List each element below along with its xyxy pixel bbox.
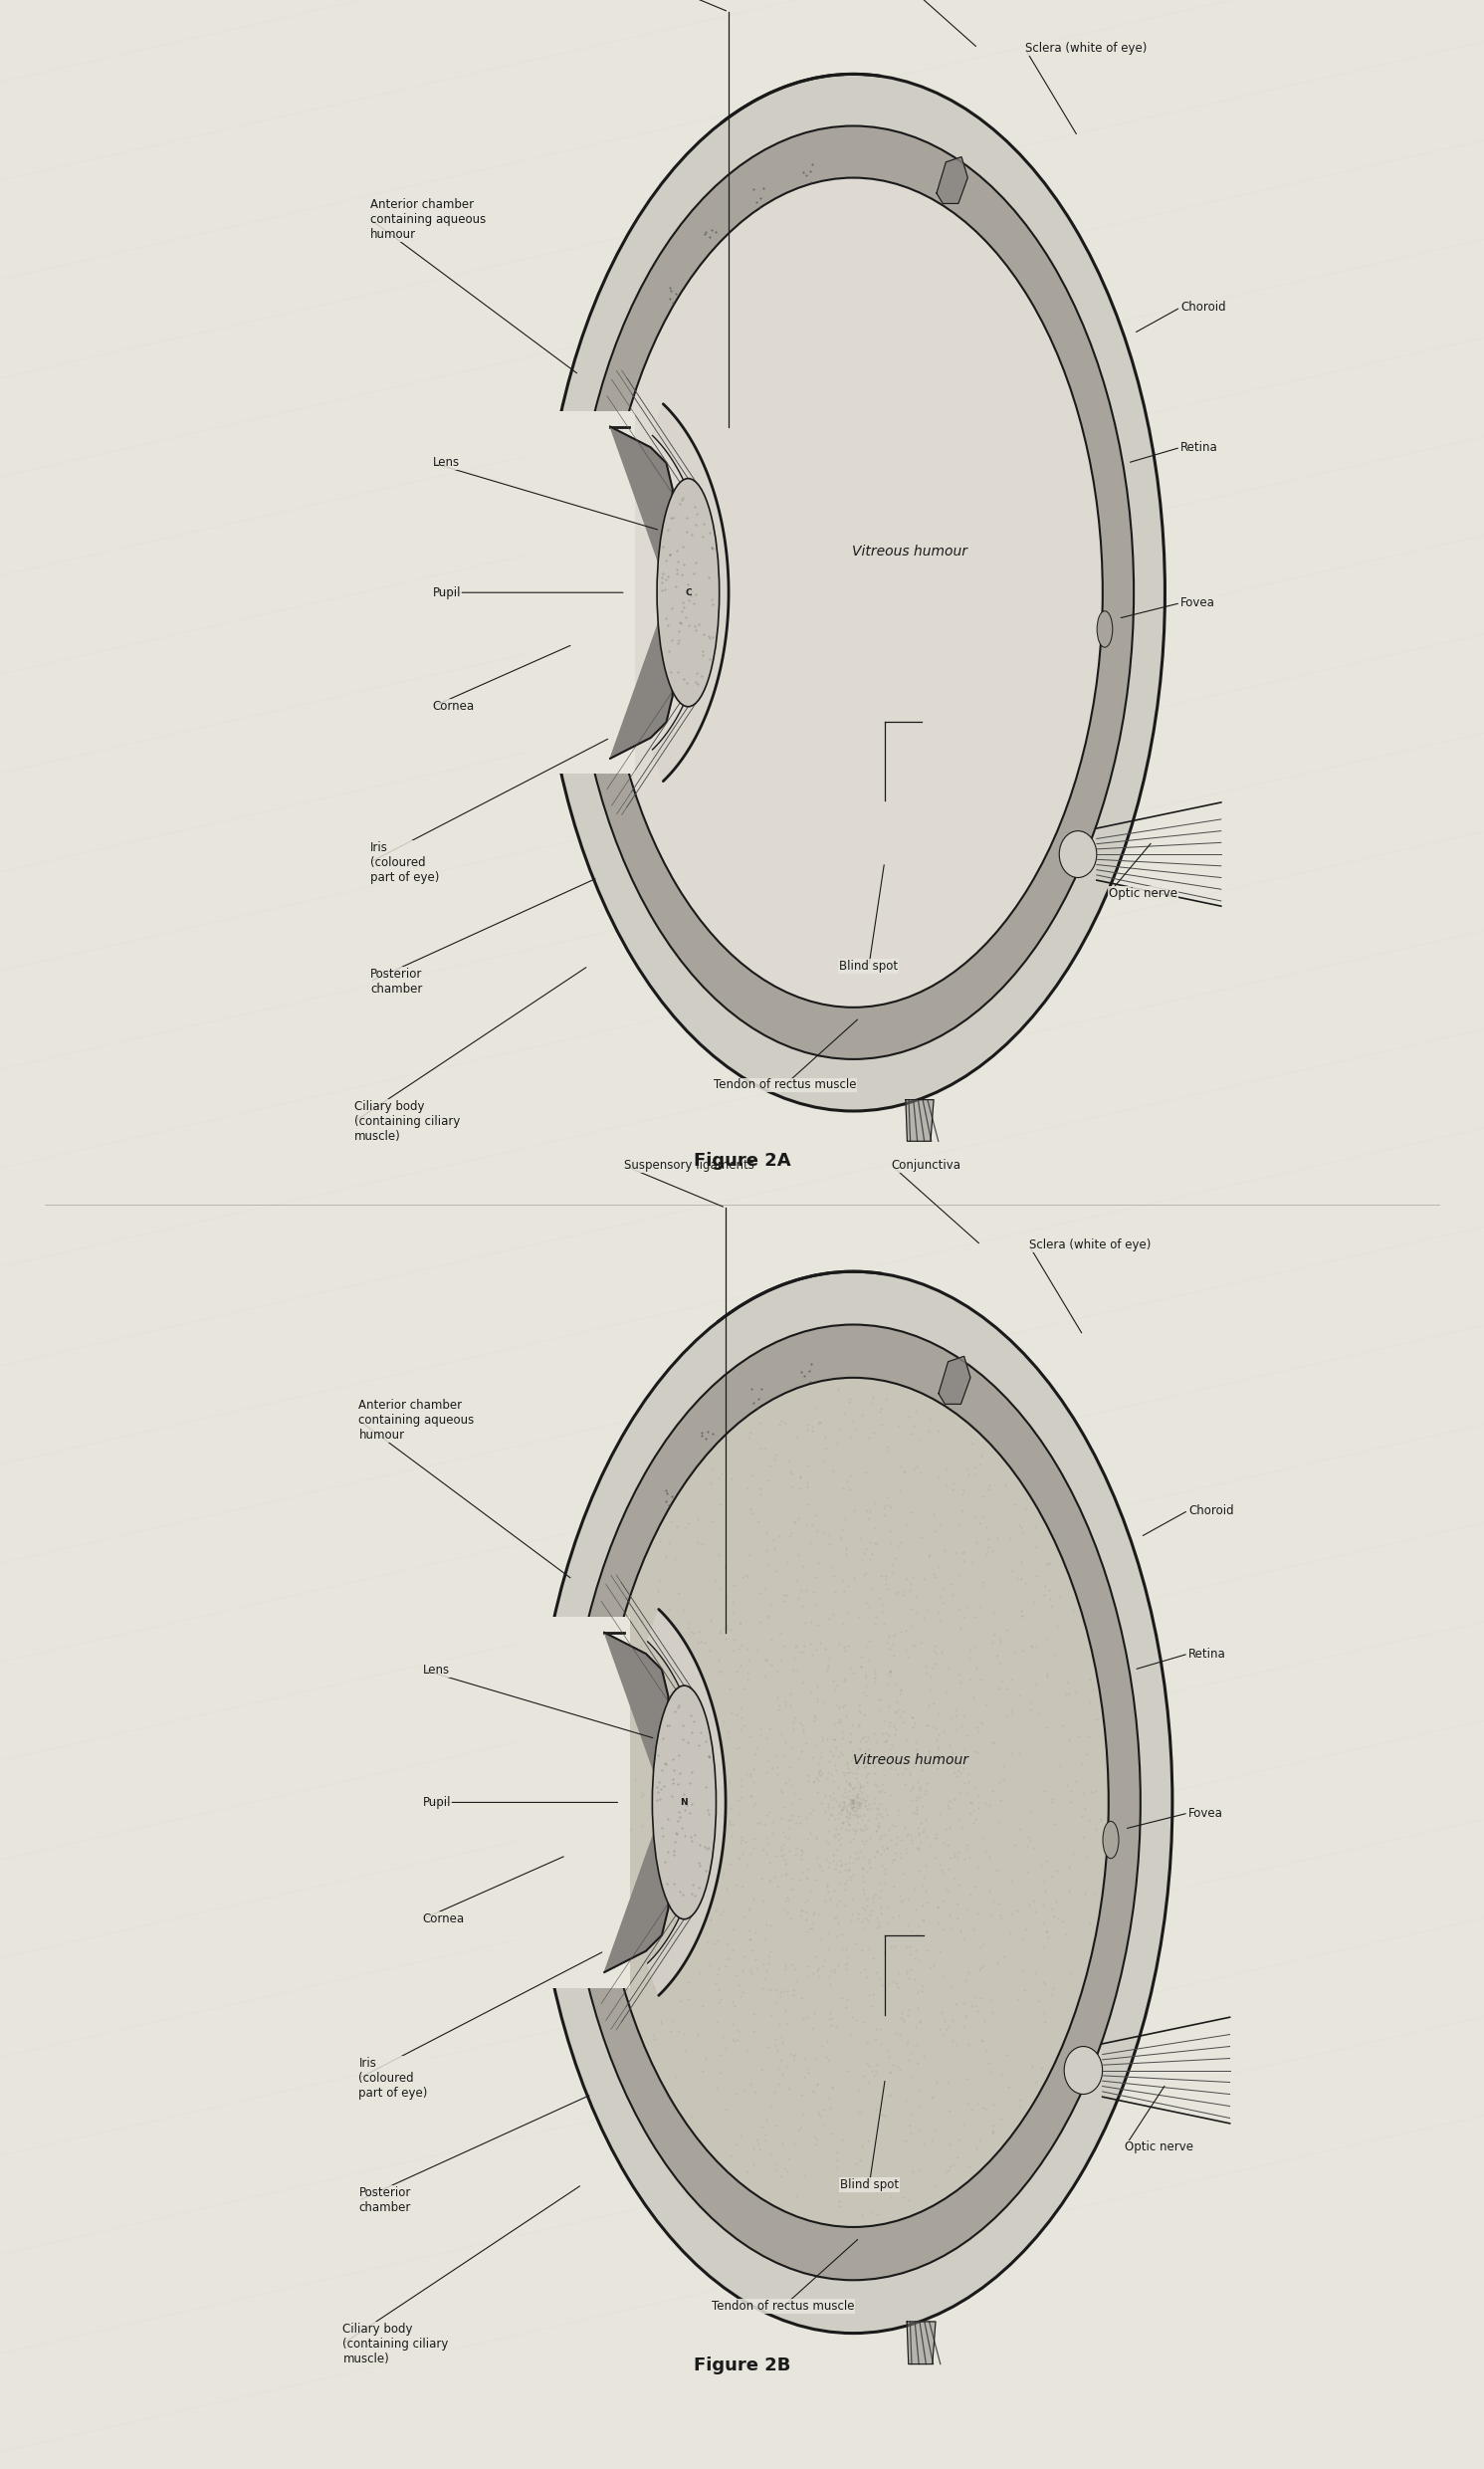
Circle shape (542, 74, 1165, 1111)
Text: Lens: Lens (423, 1664, 450, 1676)
Ellipse shape (1064, 2047, 1103, 2094)
Circle shape (604, 178, 1103, 1007)
Text: Blind spot: Blind spot (840, 960, 898, 973)
Polygon shape (610, 617, 672, 758)
Text: Vitreous humour: Vitreous humour (852, 543, 968, 558)
Polygon shape (905, 1099, 933, 1141)
Text: Optic nerve: Optic nerve (1109, 886, 1177, 899)
Ellipse shape (657, 479, 720, 706)
Polygon shape (938, 1355, 971, 1405)
Text: Figure 2A: Figure 2A (693, 1151, 791, 1170)
Text: Conjunctiva: Conjunctiva (892, 1158, 962, 1173)
Polygon shape (936, 158, 968, 202)
Text: Choroid: Choroid (1181, 301, 1226, 314)
Text: Optic nerve: Optic nerve (1125, 2141, 1193, 2153)
Text: Fovea: Fovea (1181, 597, 1215, 610)
Circle shape (565, 1323, 1140, 2281)
Text: Pupil: Pupil (432, 585, 462, 600)
Text: Pupil: Pupil (423, 1795, 451, 1810)
Text: Blind spot: Blind spot (840, 2178, 899, 2190)
Ellipse shape (1103, 1822, 1119, 1859)
Ellipse shape (653, 1686, 717, 1918)
Text: Vitreous humour: Vitreous humour (853, 1753, 969, 1768)
Text: Posterior
chamber: Posterior chamber (359, 2188, 411, 2215)
Text: Tendon of rectus muscle: Tendon of rectus muscle (712, 2301, 855, 2313)
Circle shape (598, 1378, 1109, 2227)
Text: Tendon of rectus muscle: Tendon of rectus muscle (714, 1079, 856, 1091)
Text: Retina: Retina (1181, 442, 1218, 454)
Text: Cornea: Cornea (423, 1913, 464, 1926)
Polygon shape (604, 1830, 668, 1973)
Circle shape (534, 1272, 1172, 2333)
Text: N: N (680, 1797, 689, 1807)
Text: Anterior chamber
containing aqueous
humour: Anterior chamber containing aqueous humo… (359, 1400, 475, 1442)
Text: Ciliary body
(containing ciliary
muscle): Ciliary body (containing ciliary muscle) (343, 2323, 448, 2365)
Text: C: C (684, 588, 692, 597)
Text: Figure 2B: Figure 2B (693, 2355, 791, 2375)
Ellipse shape (1060, 832, 1097, 876)
Text: Choroid: Choroid (1189, 1504, 1233, 1516)
Text: Retina: Retina (1189, 1647, 1226, 1659)
FancyBboxPatch shape (525, 410, 635, 775)
Text: Suspensory ligaments: Suspensory ligaments (623, 1158, 754, 1173)
Text: Sclera (white of eye): Sclera (white of eye) (1028, 1239, 1150, 1252)
Text: Posterior
chamber: Posterior chamber (370, 968, 423, 995)
Polygon shape (653, 405, 729, 780)
Ellipse shape (1097, 610, 1113, 647)
Text: Ciliary body
(containing ciliary
muscle): Ciliary body (containing ciliary muscle) (355, 1101, 460, 1143)
FancyBboxPatch shape (518, 1617, 629, 1988)
Polygon shape (647, 1610, 726, 1995)
Text: Fovea: Fovea (1189, 1807, 1223, 1820)
Text: Lens: Lens (432, 457, 460, 469)
Text: Cornea: Cornea (432, 701, 475, 714)
Text: Iris
(coloured
part of eye): Iris (coloured part of eye) (370, 842, 439, 884)
Polygon shape (907, 2321, 935, 2365)
Text: Iris
(coloured
part of eye): Iris (coloured part of eye) (359, 2057, 427, 2099)
Text: Sclera (white of eye): Sclera (white of eye) (1024, 42, 1147, 54)
Circle shape (573, 126, 1134, 1059)
Polygon shape (604, 1632, 668, 1775)
Polygon shape (610, 427, 672, 568)
Text: Anterior chamber
containing aqueous
humour: Anterior chamber containing aqueous humo… (370, 198, 485, 239)
